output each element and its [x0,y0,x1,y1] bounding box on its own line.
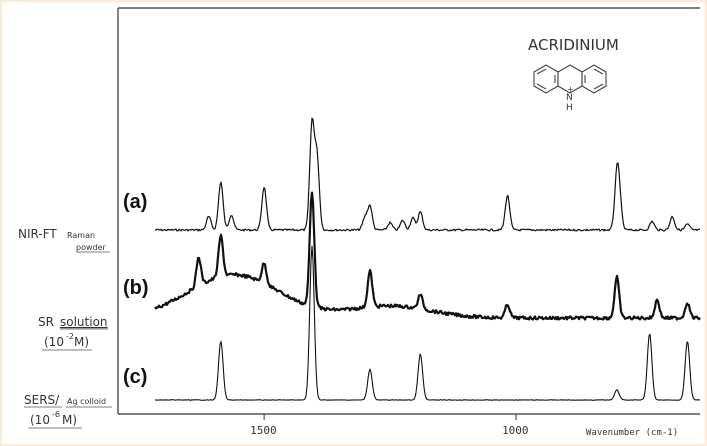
label-a-line3: powder [76,243,107,252]
acridinium-structure-drawing [533,64,607,94]
label-c-line3: (10 [30,413,50,427]
label-b-line5: M) [74,335,89,349]
spectrum-line-0 [154,117,701,232]
structure-n-label: N [566,93,573,103]
label-c-line2: Ag colloid [67,397,106,406]
label-c-line5: M) [62,413,77,427]
label-c-line1: SERS/ [24,393,60,407]
structure-charge-label: + [567,85,574,94]
label-a-line2: Raman [67,231,95,240]
label-b-line2: solution [60,315,108,329]
label-c-line4: -6 [52,410,60,419]
label-b-line4: -2 [66,332,74,341]
series-c-letter: (c) [123,366,147,388]
x-axis-ticks: 1500 1000 [250,414,529,437]
label-a-line1: NIR-FT [18,227,57,241]
spectra-traces [154,117,701,401]
chart-title: ACRIDINIUM [528,36,619,54]
spectrum-line-1 [154,191,701,321]
x-tick-label-1000: 1000 [502,424,528,437]
label-b-line3: (10 [44,335,64,349]
spectrum-line-2 [154,245,701,401]
x-tick-label-1500: 1500 [250,424,277,437]
series-a-letter: (a) [123,191,147,213]
label-b-line1: SR [38,315,54,329]
x-axis-label: Wavenumber (cm-1) [586,428,678,438]
structure-h-label: H [566,103,573,113]
plot-frame [117,7,700,415]
series-b-letter: (b) [123,277,149,299]
